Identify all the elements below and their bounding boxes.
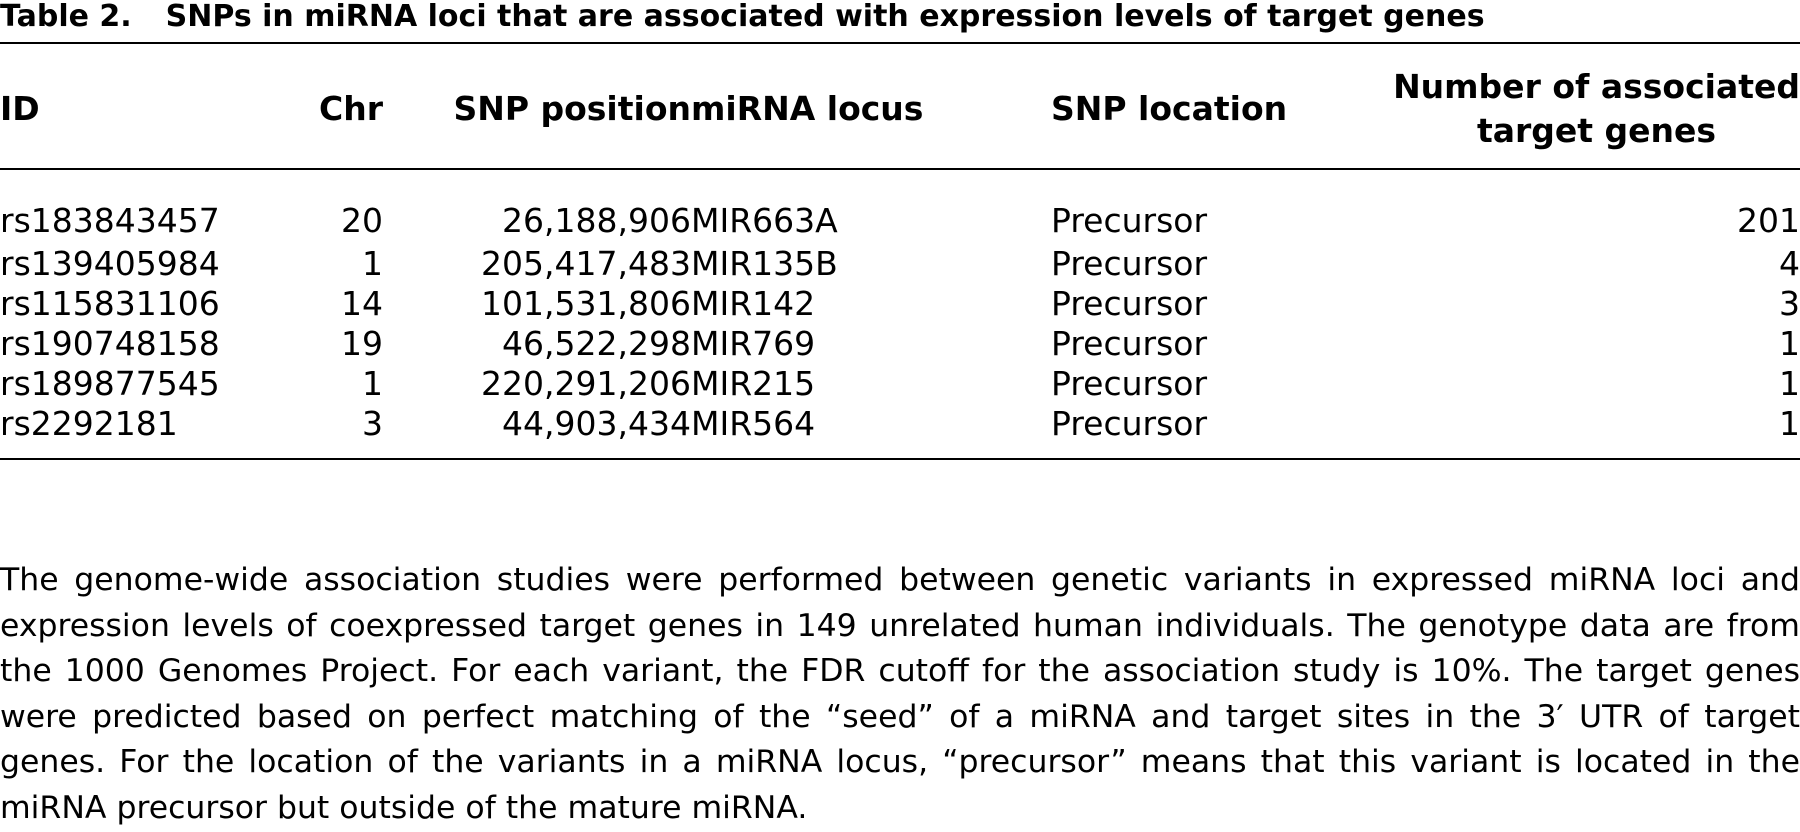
cell-number-targets: 4	[1779, 244, 1800, 283]
header-mirna-locus: miRNA locus	[691, 89, 924, 128]
table-row: rs139405984 1 205,417,483 MIR135B Precursor 4	[0, 244, 1800, 284]
cell-mirna-locus: MIR135B	[691, 244, 838, 283]
table-caption: SNPs in miRNA loci that are associated w…	[165, 0, 1485, 34]
cell-id: rs183843457	[0, 201, 220, 240]
cell-snp-position: 44,903,434	[502, 404, 691, 443]
header-snp-location: SNP location	[1051, 89, 1288, 128]
cell-snp-location: Precursor	[1051, 364, 1208, 403]
header-number-line1: Number of associated	[1393, 67, 1800, 106]
cell-chr: 1	[362, 244, 383, 283]
cell-snp-location: Precursor	[1051, 201, 1208, 240]
table-body: rs183843457 20 26,188,906 MIR663A Precursor 2…	[0, 166, 1800, 444]
header-snp-position: SNP position	[453, 89, 691, 128]
table-row: rs2292181 3 44,903,434 MIR564 Precursor 1	[0, 404, 1800, 444]
cell-snp-location: Precursor	[1051, 324, 1208, 363]
cell-mirna-locus: MIR769	[691, 324, 816, 363]
cell-id: rs115831106	[0, 284, 220, 323]
header-chr: Chr	[319, 89, 383, 128]
table-row: rs183843457 20 26,188,906 MIR663A Precursor 2…	[0, 198, 1800, 244]
cell-chr: 14	[341, 284, 383, 323]
cell-mirna-locus: MIR215	[691, 364, 816, 403]
cell-snp-position: 220,291,206	[481, 364, 691, 403]
cell-mirna-locus: MIR564	[691, 404, 816, 443]
bottom-rule	[0, 458, 1800, 460]
cell-snp-location: Precursor	[1051, 404, 1208, 443]
table-footnote: The genome-wide association studies were…	[0, 562, 1800, 826]
table-row: rs189877545 1 220,291,206 MIR215 Precursor 1	[0, 364, 1800, 404]
snp-table: ID Chr SNP position miRNA locus SNP loca…	[0, 52, 1800, 444]
cell-snp-location: Precursor	[1051, 244, 1208, 283]
cell-number-targets: 201	[1737, 201, 1800, 240]
top-rule	[0, 42, 1800, 44]
cell-chr: 3	[362, 404, 383, 443]
cell-id: rs139405984	[0, 244, 220, 283]
table-row: rs190748158 19 46,522,298 MIR769 Precursor 1	[0, 324, 1800, 364]
cell-id: rs2292181	[0, 404, 178, 443]
cell-chr: 1	[362, 364, 383, 403]
cell-mirna-locus: MIR663A	[691, 201, 838, 240]
header-row: ID Chr SNP position miRNA locus SNP loca…	[0, 52, 1800, 166]
cell-snp-position: 205,417,483	[481, 244, 691, 283]
cell-chr: 20	[341, 201, 383, 240]
header-number-line2: target genes	[1476, 111, 1717, 150]
cell-number-targets: 1	[1779, 364, 1800, 403]
header-number-targets: Number of associated target genes	[1356, 52, 1800, 166]
table-label: Table 2.	[0, 0, 132, 34]
header-rule	[0, 168, 1800, 170]
cell-number-targets: 1	[1779, 404, 1800, 443]
table-row: rs115831106 14 101,531,806 MIR142 Precursor 3	[0, 284, 1800, 324]
row-spacer	[0, 166, 1800, 198]
cell-number-targets: 1	[1779, 324, 1800, 363]
header-id: ID	[0, 89, 40, 128]
cell-snp-location: Precursor	[1051, 284, 1208, 323]
cell-snp-position: 26,188,906	[502, 201, 691, 240]
table-title: Table 2. SNPs in miRNA loci that are asso…	[0, 0, 1485, 40]
cell-chr: 19	[341, 324, 383, 363]
cell-number-targets: 3	[1779, 284, 1800, 323]
cell-snp-position: 46,522,298	[502, 324, 691, 363]
cell-snp-position: 101,531,806	[481, 284, 691, 323]
cell-mirna-locus: MIR142	[691, 284, 816, 323]
cell-id: rs190748158	[0, 324, 220, 363]
cell-id: rs189877545	[0, 364, 220, 403]
